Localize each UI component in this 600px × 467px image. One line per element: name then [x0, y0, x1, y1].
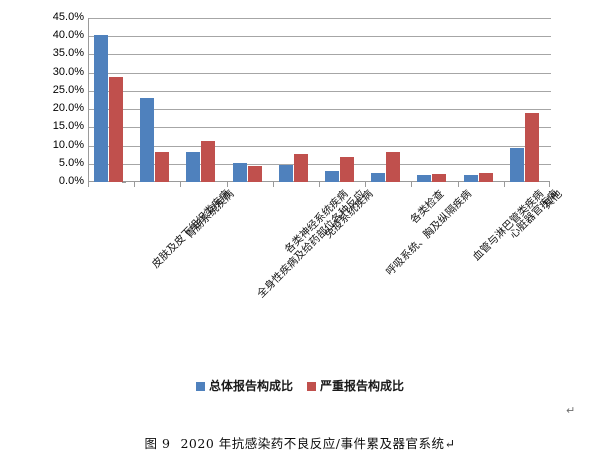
gridline: [89, 163, 551, 165]
x-axis-tick-mark: [457, 182, 459, 187]
legend-label: 总体报告构成比: [208, 378, 293, 393]
bar-total-share: [278, 164, 293, 182]
x-axis-tick-mark: [411, 182, 413, 187]
bar-serious-share: [524, 113, 539, 182]
gridline: [89, 36, 551, 38]
y-axis-tick-label: 25.0%: [52, 83, 84, 96]
bar-total-share: [186, 151, 201, 182]
y-axis-tick-label: 30.0%: [52, 65, 84, 78]
x-axis-tick-mark: [88, 182, 89, 187]
y-axis-tick-label: 45.0%: [52, 11, 84, 23]
plot-area: [88, 18, 551, 182]
gridline: [89, 145, 551, 147]
bar-group: [227, 18, 273, 182]
y-axis: 0.0% 5.0% 10.0% 15.0% 20.0% 25.0% 30.0% 35.0% 40…: [38, 11, 126, 189]
gridline: [89, 54, 551, 56]
bar-group: [365, 18, 411, 182]
bar-total-share: [140, 97, 155, 182]
bar-serious-share: [155, 151, 170, 182]
y-axis-tick-label: 0.0%: [58, 175, 84, 187]
gridline: [89, 18, 551, 19]
bar-serious-share: [201, 141, 216, 182]
x-axis-tick-mark: [134, 182, 136, 187]
bar-group: [88, 18, 134, 182]
legend-color-swatch: [307, 381, 316, 391]
bar-total-share: [232, 162, 247, 182]
bar-group: [319, 18, 365, 182]
bar-serious-share: [293, 154, 308, 182]
chart-legend: 总体报告构成比 严重报告构成比: [0, 378, 600, 393]
x-axis-category-label: 胃肠系统疾病: [183, 188, 237, 242]
x-axis-tick-mark: [226, 182, 228, 187]
legend-item: 总体报告构成比: [195, 378, 293, 393]
bar-group: [504, 18, 550, 182]
bar-group: [411, 18, 457, 182]
gridline: [89, 72, 551, 74]
bar-group: [180, 18, 226, 182]
y-axis-tick-label: 40.0%: [52, 29, 84, 42]
bars-layer: [88, 18, 550, 182]
bar-total-share: [325, 171, 339, 182]
gridline: [89, 127, 551, 129]
bar-serious-share: [432, 174, 447, 182]
gridline: [89, 109, 551, 111]
bar-chart: 0.0% 5.0% 10.0% 15.0% 20.0% 25.0% 30.0% 35.0% 40…: [0, 11, 600, 306]
bar-total-share: [417, 174, 432, 182]
caption-paragraph-mark-icon: ↵: [444, 436, 456, 451]
x-axis-tick-mark: [272, 182, 274, 187]
x-axis-labels: 皮肤及皮下组织类疾病 胃肠系统疾病 全身性疾病及给药部位各种反应 各类神经系统疾病 免疫…: [0, 186, 600, 306]
figure-caption: 图 9 2020 年抗感染药不良反应/事件累及器官系统↵: [0, 436, 600, 452]
y-axis-tick-label: 5.0%: [58, 156, 84, 169]
legend-color-swatch: [195, 381, 205, 391]
y-axis-tick-label: 20.0%: [52, 102, 84, 115]
bar-serious-share: [247, 165, 262, 182]
bar-serious-share: [340, 157, 354, 182]
y-axis-tick-label: 15.0%: [52, 120, 84, 133]
bar-total-share: [371, 172, 386, 182]
x-axis-tick-mark: [549, 182, 550, 187]
y-axis-tick-label: 10.0%: [52, 138, 84, 151]
x-axis-tick-mark: [319, 182, 320, 187]
bar-serious-share: [109, 77, 123, 182]
figure-caption-text: 2020 年抗感染药不良反应/事件累及器官系统: [180, 436, 445, 451]
bar-total-share: [509, 148, 524, 182]
gridline: [89, 90, 551, 92]
x-axis-ticks: [88, 182, 550, 188]
x-axis-tick-mark: [180, 182, 182, 187]
legend-label: 严重报告构成比: [320, 378, 405, 393]
bar-group: [273, 18, 319, 182]
figure-number: 图 9: [144, 436, 171, 451]
bar-serious-share: [478, 172, 493, 182]
x-axis-tick-mark: [503, 182, 505, 187]
x-axis-tick-mark: [365, 182, 367, 187]
legend-item: 严重报告构成比: [307, 379, 404, 393]
x-axis-category-label: 血管与淋巴管类疾病: [470, 188, 546, 264]
paragraph-mark-icon: ↵: [566, 404, 576, 417]
y-axis-tick-label: 35.0%: [52, 47, 84, 60]
bar-group: [458, 18, 504, 182]
bar-serious-share: [386, 151, 401, 182]
bar-group: [134, 18, 180, 182]
bar-total-share: [94, 35, 108, 182]
bar-total-share: [463, 175, 478, 182]
y-axis-tick-mark: [122, 182, 126, 183]
